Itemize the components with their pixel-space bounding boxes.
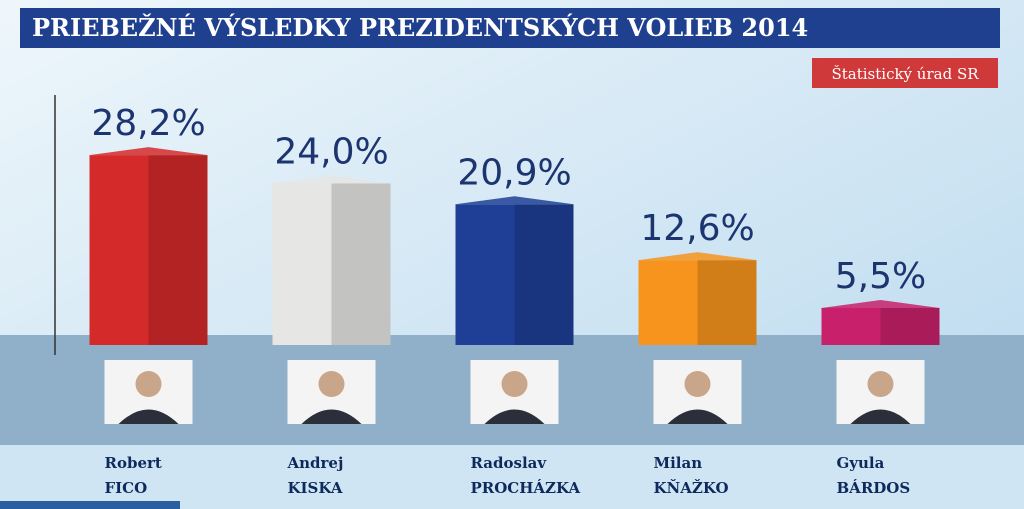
value-label: 24,0% <box>274 131 388 172</box>
photo-suit <box>484 409 545 424</box>
photo-head <box>684 371 711 397</box>
candidate-name: Milan <box>654 454 703 472</box>
candidate-name: FICO <box>105 479 148 497</box>
candidate-name: Radoslav <box>471 454 548 472</box>
candidate-name: Robert <box>105 454 162 472</box>
bar-shade <box>148 155 208 345</box>
value-label: 5,5% <box>835 256 926 297</box>
photo-suit <box>118 409 179 424</box>
candidate-name: KISKA <box>288 479 343 497</box>
candidate-name: PROCHÁZKA <box>471 479 581 497</box>
photo-head <box>501 371 528 397</box>
bar-top <box>455 196 574 205</box>
photo-head <box>867 371 894 397</box>
bar <box>89 155 208 345</box>
candidate-name: BÁRDOS <box>837 479 911 497</box>
source-box <box>812 58 998 88</box>
value-label: 20,9% <box>457 152 571 193</box>
candidate-name: Gyula <box>837 454 885 472</box>
title-bar <box>20 8 1000 48</box>
photo-head <box>318 371 345 397</box>
photo-suit <box>301 409 362 424</box>
photo-head <box>135 371 162 397</box>
bar-shade <box>331 183 391 345</box>
bar <box>455 204 574 345</box>
candidate-name: Andrej <box>287 454 344 472</box>
bar-top <box>89 147 208 156</box>
photo-suit <box>850 409 911 424</box>
bar <box>638 260 757 345</box>
candidate-name: KŇAŽKO <box>654 479 729 497</box>
chart-title: PRIEBEŽNÉ VÝSLEDKY PREZIDENTSKÝCH VOLIEB… <box>32 13 808 42</box>
bar-top <box>821 299 940 308</box>
bar-shade <box>880 307 940 345</box>
source: Štatistický úrad SR <box>831 65 979 83</box>
bar-shade <box>697 260 757 345</box>
bar <box>272 183 391 345</box>
name-band <box>0 445 1024 509</box>
value-label: 12,6% <box>640 208 754 249</box>
photo-suit <box>667 409 728 424</box>
value-label: 28,2% <box>91 103 205 144</box>
bar-shade <box>514 204 574 345</box>
bar-top <box>272 175 391 184</box>
bar-top <box>638 252 757 261</box>
bar <box>821 307 940 345</box>
ticker <box>0 501 180 509</box>
